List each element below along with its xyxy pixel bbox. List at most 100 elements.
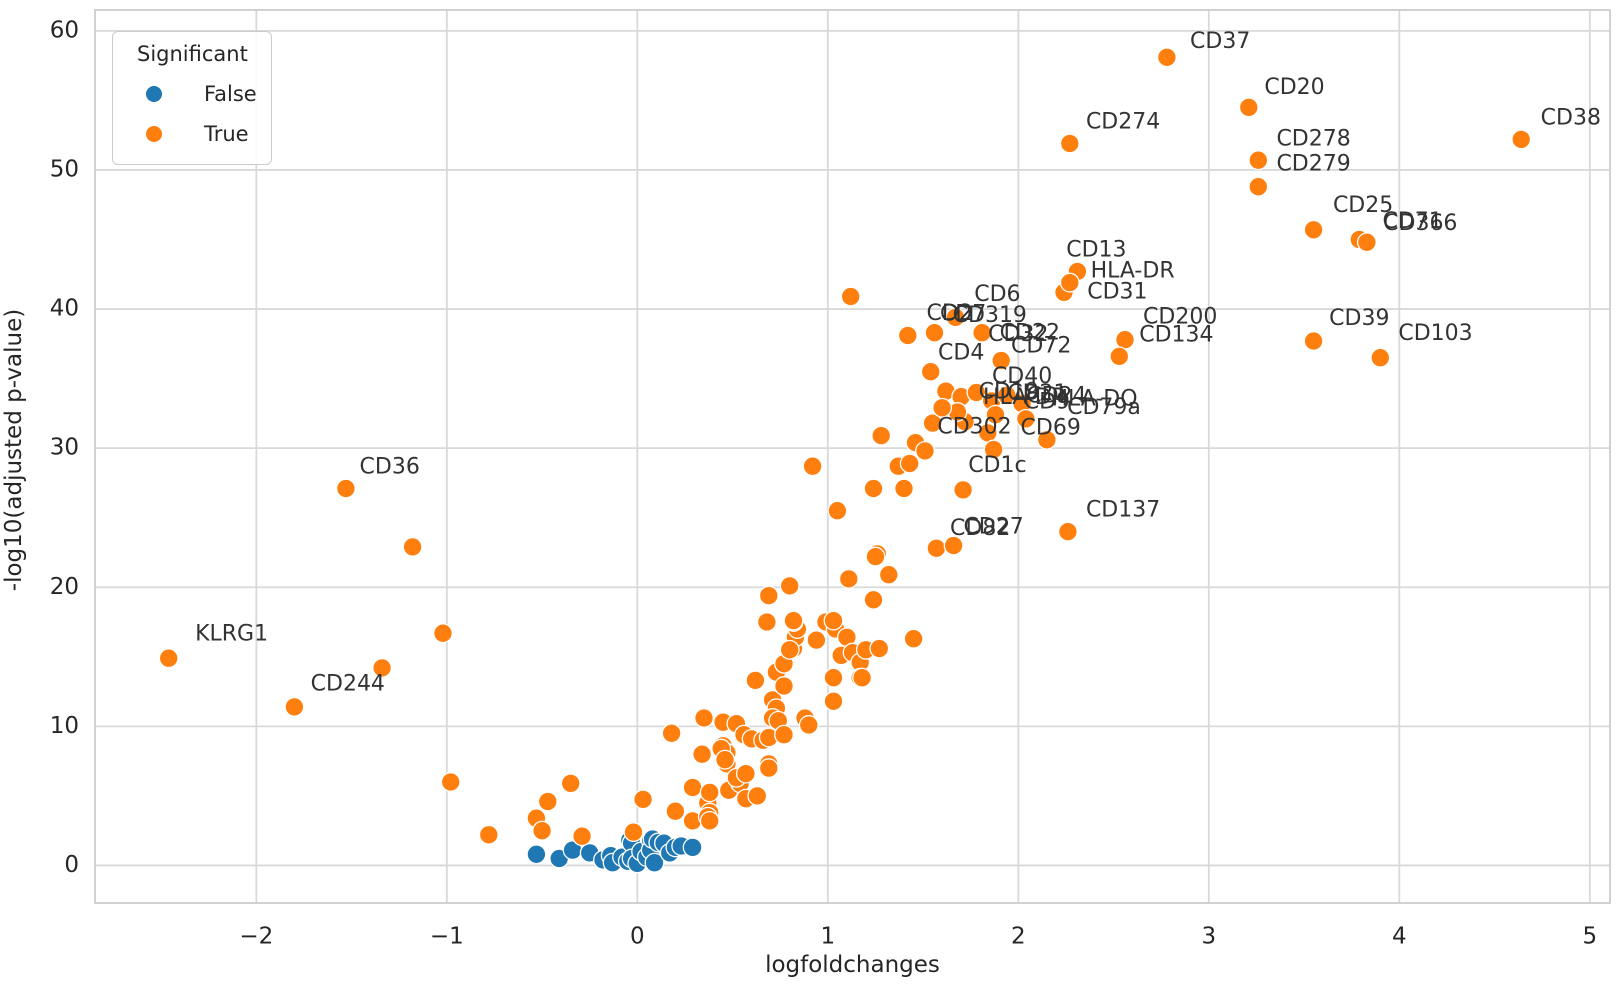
y-tick-label: 0 bbox=[64, 852, 79, 878]
data-point bbox=[823, 667, 844, 688]
point-label: CD79a bbox=[1067, 395, 1141, 420]
point-label: CD279 bbox=[1276, 151, 1350, 176]
data-point bbox=[1156, 47, 1177, 68]
data-point bbox=[699, 810, 720, 831]
point-label: CD20 bbox=[1264, 75, 1324, 100]
data-point bbox=[665, 801, 686, 822]
data-point bbox=[838, 568, 859, 589]
point-label: CD137 bbox=[1086, 498, 1160, 523]
data-point bbox=[158, 648, 179, 669]
point-label: CD36 bbox=[360, 455, 420, 480]
data-point bbox=[922, 413, 943, 434]
data-point bbox=[1057, 521, 1078, 542]
x-axis-label: logfoldchanges bbox=[765, 952, 940, 978]
point-label: CD27 bbox=[963, 514, 1023, 539]
point-label: CD37 bbox=[1190, 29, 1250, 54]
point-label: CD71 bbox=[1382, 209, 1442, 234]
data-point bbox=[802, 456, 823, 477]
data-point bbox=[1109, 346, 1130, 367]
data-point bbox=[440, 772, 461, 792]
point-label: CD24 bbox=[1026, 384, 1086, 409]
data-point bbox=[1059, 272, 1080, 293]
data-point bbox=[758, 758, 779, 779]
point-label: CD7 bbox=[940, 302, 986, 327]
data-point bbox=[985, 404, 1006, 425]
y-tick-label: 20 bbox=[50, 574, 79, 600]
data-point bbox=[682, 837, 703, 858]
legend-dot-icon bbox=[146, 86, 162, 102]
data-point bbox=[1238, 97, 1259, 118]
data-point bbox=[560, 773, 581, 794]
data-point bbox=[899, 453, 920, 474]
data-point bbox=[526, 844, 547, 865]
data-point bbox=[926, 538, 947, 559]
point-label: CD69 bbox=[1021, 416, 1081, 441]
legend: Significant False True bbox=[112, 31, 272, 165]
data-point bbox=[682, 777, 703, 798]
data-point bbox=[945, 307, 966, 328]
legend-dot-icon bbox=[146, 126, 162, 142]
data-point bbox=[996, 385, 1017, 406]
data-point bbox=[878, 564, 899, 585]
data-point bbox=[756, 612, 777, 632]
data-point bbox=[903, 628, 924, 649]
data-point bbox=[953, 479, 974, 500]
point-label: HLA-DR bbox=[1091, 259, 1175, 284]
point-label: CD103 bbox=[1398, 321, 1472, 346]
data-point bbox=[1248, 176, 1269, 197]
data-point bbox=[779, 575, 800, 596]
legend-entry-label: False bbox=[204, 82, 257, 106]
data-point bbox=[699, 782, 720, 803]
data-point bbox=[943, 535, 964, 556]
data-point bbox=[1248, 150, 1269, 171]
data-point bbox=[865, 546, 886, 567]
y-tick-label: 10 bbox=[50, 713, 79, 739]
point-label: CD25 bbox=[1333, 193, 1393, 218]
point-label: CD319 bbox=[953, 303, 1027, 328]
data-point bbox=[774, 676, 794, 696]
data-point bbox=[644, 852, 665, 873]
data-point bbox=[983, 439, 1004, 460]
x-tick-label: 2 bbox=[1011, 924, 1026, 950]
point-label: HLA-DQ bbox=[1051, 387, 1137, 412]
data-point bbox=[827, 500, 848, 521]
data-point bbox=[871, 425, 892, 446]
data-point bbox=[1356, 232, 1377, 253]
data-point bbox=[1303, 219, 1324, 240]
data-point bbox=[537, 791, 558, 812]
data-point bbox=[915, 440, 935, 461]
x-tick-label: 3 bbox=[1201, 924, 1216, 950]
x-tick-label: 1 bbox=[821, 924, 836, 950]
y-tick-label: 60 bbox=[50, 17, 79, 43]
data-point bbox=[1115, 329, 1135, 350]
y-tick-label: 40 bbox=[50, 296, 79, 322]
data-point bbox=[284, 696, 305, 717]
point-label: CD4 bbox=[938, 341, 984, 366]
x-tick-label: −2 bbox=[239, 924, 273, 950]
data-point bbox=[694, 708, 714, 728]
data-point bbox=[869, 638, 890, 659]
data-point bbox=[758, 585, 779, 606]
data-point bbox=[779, 639, 800, 660]
point-label: CD278 bbox=[1276, 126, 1350, 151]
data-point bbox=[991, 350, 1012, 371]
y-tick-label: 50 bbox=[50, 156, 79, 182]
data-point bbox=[894, 478, 914, 499]
data-point bbox=[823, 610, 844, 631]
point-label: CD32 bbox=[988, 322, 1048, 347]
point-label: CD82 bbox=[950, 516, 1010, 541]
data-point bbox=[433, 623, 453, 644]
point-label: CD39 bbox=[1329, 306, 1389, 331]
data-point bbox=[633, 789, 654, 810]
data-point bbox=[972, 322, 993, 343]
data-point bbox=[661, 723, 682, 744]
data-point bbox=[823, 691, 844, 712]
data-point bbox=[783, 610, 804, 631]
legend-title: Significant bbox=[137, 42, 248, 66]
point-label: CD72 bbox=[1011, 334, 1071, 359]
data-point bbox=[402, 536, 423, 557]
legend-entry-label: True bbox=[204, 122, 249, 146]
point-label: CD6 bbox=[974, 282, 1020, 307]
